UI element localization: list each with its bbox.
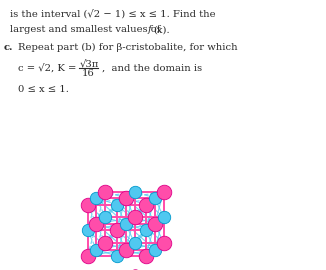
Text: 16: 16 <box>82 69 95 78</box>
Point <box>94 247 99 252</box>
Point <box>161 215 166 220</box>
Point <box>123 196 128 200</box>
Text: Repeat part (b) for β-cristobalite, for which: Repeat part (b) for β-cristobalite, for … <box>18 43 238 52</box>
Point <box>85 254 90 258</box>
Point <box>114 228 119 232</box>
Point <box>103 241 108 245</box>
Point <box>132 215 137 220</box>
Point <box>132 189 137 194</box>
Point <box>114 254 119 258</box>
Point <box>103 189 108 194</box>
Point <box>103 215 108 220</box>
Text: 0 ≤ x ≤ 1.: 0 ≤ x ≤ 1. <box>18 85 69 94</box>
Point <box>152 222 157 226</box>
Point <box>123 222 128 226</box>
Text: (x).: (x). <box>153 25 170 34</box>
Legend: Na, Cl: Na, Cl <box>122 266 204 270</box>
Point <box>143 228 148 232</box>
Point <box>152 196 157 200</box>
Point <box>114 202 119 207</box>
Point <box>132 241 137 245</box>
Text: √3π: √3π <box>80 59 99 68</box>
Text: c.: c. <box>4 43 13 52</box>
Point <box>161 241 166 245</box>
Point <box>94 196 99 200</box>
Point <box>123 247 128 252</box>
Point <box>143 254 148 258</box>
Text: f: f <box>148 25 152 34</box>
Point <box>94 222 99 226</box>
Text: largest and smallest values of: largest and smallest values of <box>10 25 164 34</box>
Point <box>85 202 90 207</box>
Text: ,  and the domain is: , and the domain is <box>102 63 202 72</box>
Point <box>143 202 148 207</box>
Point <box>161 189 166 194</box>
Point <box>85 228 90 232</box>
Point <box>152 247 157 252</box>
Text: is the interval (√2 − 1) ≤ x ≤ 1. Find the: is the interval (√2 − 1) ≤ x ≤ 1. Find t… <box>10 9 215 19</box>
Text: c = √2, K =: c = √2, K = <box>18 63 80 73</box>
